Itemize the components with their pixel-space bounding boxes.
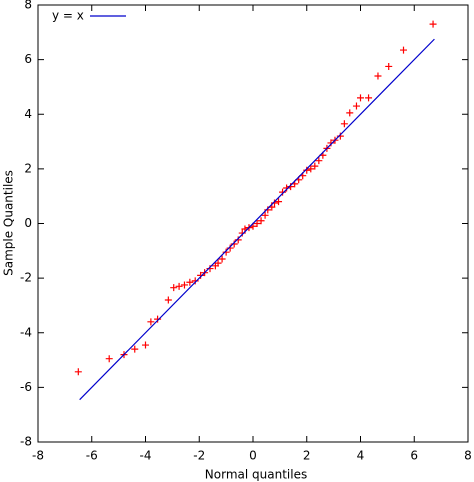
data-point bbox=[142, 341, 149, 349]
data-point bbox=[74, 368, 82, 376]
x-tick-label: -6 bbox=[86, 449, 98, 463]
data-point bbox=[154, 315, 162, 323]
data-point bbox=[283, 184, 291, 192]
data-point bbox=[303, 166, 311, 174]
data-point bbox=[197, 271, 205, 279]
data-point bbox=[214, 259, 222, 267]
x-tick-label: -4 bbox=[140, 449, 152, 463]
data-point bbox=[261, 211, 269, 219]
data-point bbox=[307, 165, 315, 173]
y-tick-label: 0 bbox=[24, 216, 32, 230]
data-point bbox=[218, 255, 226, 263]
data-point bbox=[264, 206, 272, 214]
data-point bbox=[357, 94, 364, 102]
data-point bbox=[365, 94, 373, 102]
data-point bbox=[429, 20, 437, 28]
x-tick-label: -2 bbox=[193, 449, 205, 463]
x-tick-label: 4 bbox=[357, 449, 365, 463]
legend-label: y = x bbox=[52, 9, 84, 23]
data-point bbox=[315, 157, 323, 165]
data-point bbox=[226, 244, 234, 252]
data-point bbox=[147, 318, 155, 326]
data-point bbox=[311, 162, 319, 170]
data-point bbox=[186, 278, 194, 286]
data-point bbox=[279, 188, 287, 196]
y-tick-label: 2 bbox=[24, 161, 32, 175]
data-point bbox=[238, 229, 246, 237]
data-point bbox=[206, 265, 214, 273]
y-tick-label: -2 bbox=[20, 271, 32, 285]
line bbox=[79, 38, 435, 401]
y-tick-label: 6 bbox=[24, 52, 32, 66]
data-point bbox=[340, 120, 348, 128]
data-point bbox=[170, 284, 178, 292]
x-tick-label: 2 bbox=[303, 449, 311, 463]
data-point bbox=[257, 217, 265, 225]
data-point bbox=[222, 248, 230, 256]
y-tick-label: -8 bbox=[20, 435, 32, 449]
data-point bbox=[346, 109, 354, 117]
data-point bbox=[253, 220, 261, 227]
y-tick-label: -6 bbox=[20, 380, 32, 394]
x-axis-label: Normal quantiles bbox=[205, 468, 307, 482]
x-tick-label: 8 bbox=[464, 449, 472, 463]
y-tick-label: 8 bbox=[24, 0, 32, 12]
data-point bbox=[400, 46, 407, 54]
data-point bbox=[230, 240, 238, 248]
data-point bbox=[105, 355, 113, 363]
data-point bbox=[131, 345, 139, 353]
y-tick-label: 4 bbox=[24, 107, 32, 121]
data-point bbox=[191, 277, 199, 285]
y-axis-label: Sample Quantiles bbox=[2, 170, 16, 276]
x-tick-label: 0 bbox=[249, 449, 257, 463]
data-point bbox=[275, 198, 283, 206]
data-point bbox=[287, 183, 295, 191]
x-tick-label: 6 bbox=[410, 449, 418, 463]
data-point bbox=[327, 139, 335, 147]
data-point bbox=[164, 296, 172, 304]
data-point bbox=[180, 281, 188, 289]
data-point bbox=[336, 132, 344, 140]
data-point bbox=[352, 102, 360, 110]
data-point bbox=[234, 236, 242, 244]
data-point bbox=[271, 199, 278, 207]
data-point bbox=[374, 72, 382, 80]
y-tick-label: -4 bbox=[20, 325, 32, 339]
data-point bbox=[175, 282, 183, 290]
data-point bbox=[385, 62, 393, 70]
x-tick-label: -8 bbox=[32, 449, 44, 463]
